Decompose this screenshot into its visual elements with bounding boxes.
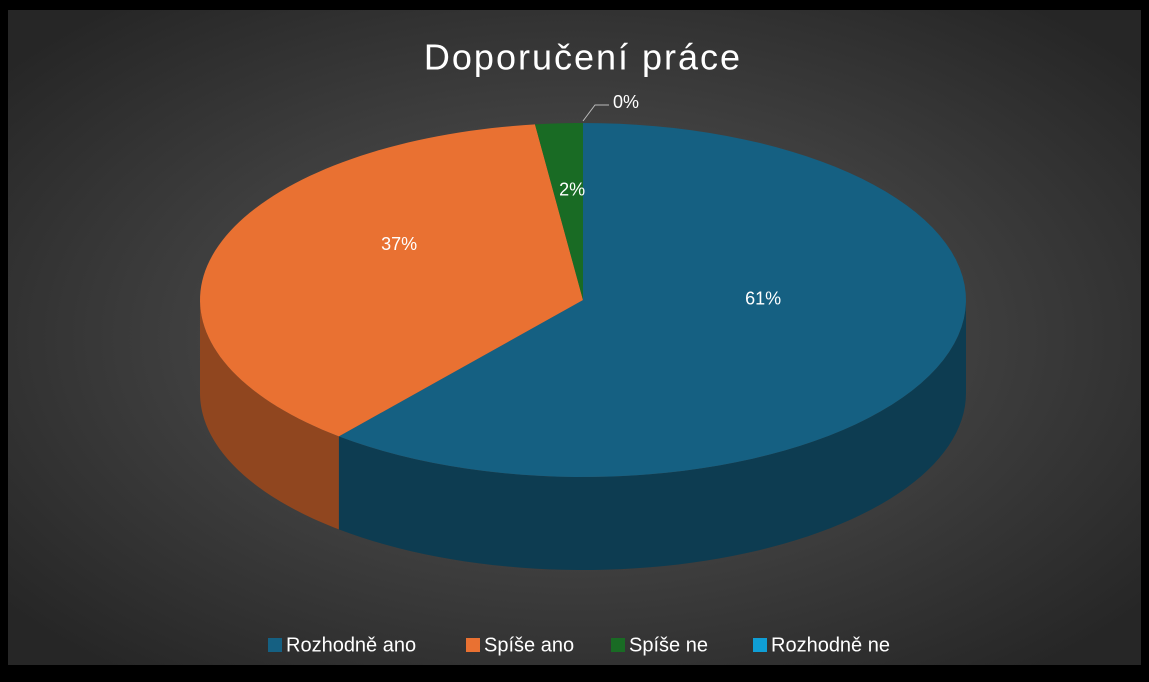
legend-label: Rozhodně ano	[286, 634, 416, 656]
slice-side	[338, 300, 967, 570]
legend-swatch	[611, 638, 625, 652]
legend-swatch	[753, 638, 767, 652]
legend-label: Spíše ne	[629, 634, 708, 656]
legend-label: Spíše ano	[484, 634, 574, 656]
data-label: 0%	[613, 92, 639, 112]
slice	[200, 124, 583, 437]
legend-swatch	[268, 638, 282, 652]
slice	[534, 123, 583, 300]
legend-label: Rozhodně ne	[771, 634, 890, 656]
data-label: 37%	[381, 234, 417, 254]
slice-side	[200, 300, 339, 530]
leader-line	[582, 104, 609, 122]
chart-title: Doporučení práce	[424, 37, 742, 78]
data-label: 2%	[559, 179, 585, 199]
legend-swatch	[466, 638, 480, 652]
data-label: 61%	[745, 289, 781, 309]
slice	[338, 123, 966, 477]
